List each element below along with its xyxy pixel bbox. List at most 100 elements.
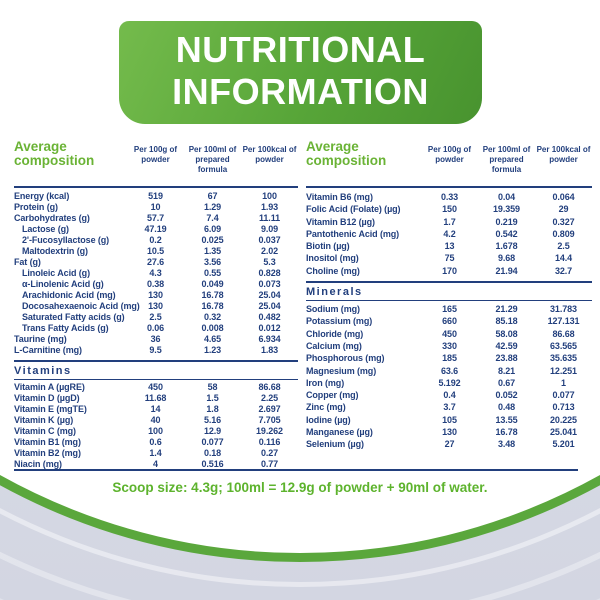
value-per-100kcal: 5.3: [263, 257, 276, 267]
value-per-100g: 13: [444, 241, 455, 252]
banner-title-line1: NUTRITIONAL: [175, 29, 426, 70]
nutrient-label: Copper (mg): [306, 390, 359, 401]
value-per-100kcal: 6.934: [258, 334, 281, 344]
table-body-minerals: Sodium (mg) 165 21.29 31.783 Potassium (mg) 6…: [306, 303, 592, 451]
nutrient-label: Vitamin D (µgD): [14, 393, 80, 403]
value-per-100kcal: 19.262: [256, 426, 283, 436]
value-per-100ml: 16.78: [201, 301, 224, 311]
table-row: Fat (g) 27.6 3.56 5.3: [14, 257, 298, 268]
nutrient-label: Energy (kcal): [14, 191, 70, 201]
table-row: Inositol (mg) 75 9.68 14.4: [306, 252, 592, 264]
value-per-100ml: 23.88: [495, 353, 518, 364]
vitamins-section-heading: Vitamins: [14, 360, 298, 380]
value-per-100g: 0.4: [443, 390, 456, 401]
table-row: Arachidonic Acid (mg) 130 16.78 25.04: [14, 290, 298, 301]
table-row: Niacin (mg) 4 0.516 0.77: [14, 459, 298, 470]
nutrient-label: Sodium (mg): [306, 304, 360, 315]
value-per-100ml: 0.55: [203, 268, 222, 278]
value-per-100ml: 1.29: [203, 202, 222, 212]
value-per-100kcal: 7.705: [258, 415, 281, 425]
table-row: Copper (mg) 0.4 0.052 0.077: [306, 389, 592, 401]
value-per-100ml: 12.9: [203, 426, 222, 436]
value-per-100ml: 21.94: [495, 265, 518, 276]
nutrient-label: Vitamin C (mg): [14, 426, 76, 436]
banner-title-line2: INFORMATION: [172, 71, 429, 112]
value-per-100ml: 42.59: [495, 340, 518, 351]
value-per-100g: 47.19: [144, 224, 167, 234]
nutrient-label: Manganese (µg): [306, 427, 373, 438]
table-row: Maltodextrin (g) 10.5 1.35 2.02: [14, 246, 298, 257]
table-row: Vitamin B1 (mg) 0.6 0.077 0.116: [14, 437, 298, 448]
value-per-100kcal: 0.809: [552, 228, 575, 239]
nutrient-label: Potassium (mg): [306, 316, 373, 327]
value-per-100g: 2.5: [149, 312, 162, 322]
value-per-100kcal: 25.04: [258, 301, 281, 311]
value-per-100g: 63.6: [440, 365, 459, 376]
table-row: Vitamin E (mgTE) 14 1.8 2.697: [14, 404, 298, 415]
nutrient-label: Linoleic Acid (g): [22, 268, 90, 278]
table-row: 2'-Fucosyllactose (g) 0.2 0.025 0.037: [14, 235, 298, 246]
average-composition-heading: Average composition: [14, 139, 95, 168]
col-header-per-100g: Per 100g of powder: [427, 145, 472, 164]
nutrient-label: Vitamin B1 (mg): [14, 437, 81, 447]
value-per-100kcal: 11.11: [258, 213, 281, 223]
value-per-100kcal: 25.04: [258, 290, 281, 300]
table-body-vitamins-continued: Vitamin B6 (mg) 0.33 0.04 0.064 Folic Acid (…: [306, 191, 592, 277]
value-per-100kcal: 0.077: [552, 390, 575, 401]
value-per-100g: 130: [148, 290, 163, 300]
value-per-100kcal: 0.116: [258, 437, 281, 447]
table-row: Potassium (mg) 660 85.18 127.131: [306, 315, 592, 327]
nutrient-label: Choline (mg): [306, 265, 360, 276]
value-per-100g: 57.7: [146, 213, 165, 223]
nutrient-label: L-Carnitine (mg): [14, 345, 82, 355]
table-row: Iron (mg) 5.192 0.67 1: [306, 377, 592, 389]
value-per-100g: 0.2: [149, 235, 162, 245]
value-per-100g: 4: [153, 459, 158, 469]
value-per-100ml: 0.18: [203, 448, 222, 458]
nutrient-label: Iodine (µg): [306, 414, 351, 425]
header-divider: [306, 186, 592, 188]
table-row: L-Carnitine (mg) 9.5 1.23 1.83: [14, 345, 298, 356]
table-row: Sodium (mg) 165 21.29 31.783: [306, 303, 592, 315]
value-per-100g: 11.68: [144, 393, 167, 403]
value-per-100g: 3.7: [443, 402, 456, 413]
value-per-100g: 4.3: [149, 268, 162, 278]
value-per-100ml: 0.48: [497, 402, 516, 413]
value-per-100ml: 0.049: [201, 279, 224, 289]
value-per-100kcal: 12.251: [550, 365, 577, 376]
value-per-100ml: 58: [207, 382, 218, 392]
value-per-100ml: 0.025: [201, 235, 224, 245]
value-per-100ml: 1.35: [203, 246, 222, 256]
value-per-100ml: 58.08: [495, 328, 518, 339]
value-per-100g: 5.192: [438, 377, 461, 388]
value-per-100kcal: 2.02: [260, 246, 279, 256]
value-per-100g: 0.6: [149, 437, 162, 447]
value-per-100g: 185: [442, 353, 457, 364]
value-per-100kcal: 0.073: [258, 279, 281, 289]
value-per-100g: 450: [442, 328, 457, 339]
value-per-100kcal: 1.83: [260, 345, 279, 355]
value-per-100kcal: 86.68: [552, 328, 575, 339]
value-per-100g: 100: [148, 426, 163, 436]
value-per-100ml: 16.78: [201, 290, 224, 300]
nutrient-label: Vitamin B2 (mg): [14, 448, 81, 458]
nutrient-label: Chloride (mg): [306, 328, 364, 339]
value-per-100g: 170: [442, 265, 457, 276]
value-per-100ml: 8.21: [497, 365, 516, 376]
table-row: Vitamin C (mg) 100 12.9 19.262: [14, 426, 298, 437]
table-row: Vitamin D (µgD) 11.68 1.5 2.25: [14, 393, 298, 404]
nutrient-label: Calcium (mg): [306, 340, 362, 351]
value-per-100ml: 0.67: [497, 377, 516, 388]
table-row: Saturated Fatty acids (g) 2.5 0.32 0.482: [14, 312, 298, 323]
value-per-100kcal: 0.482: [258, 312, 281, 322]
nutrient-label: Protein (g): [14, 202, 58, 212]
table-row: Choline (mg) 170 21.94 32.7: [306, 265, 592, 277]
value-per-100kcal: 0.037: [258, 235, 281, 245]
value-per-100ml: 0.052: [495, 390, 518, 401]
value-per-100g: 1.4: [149, 448, 162, 458]
value-per-100ml: 1.5: [206, 393, 219, 403]
value-per-100kcal: 29: [558, 204, 569, 215]
average-composition-heading: Average composition: [306, 139, 387, 168]
nutrient-label: Phosphorous (mg): [306, 353, 385, 364]
